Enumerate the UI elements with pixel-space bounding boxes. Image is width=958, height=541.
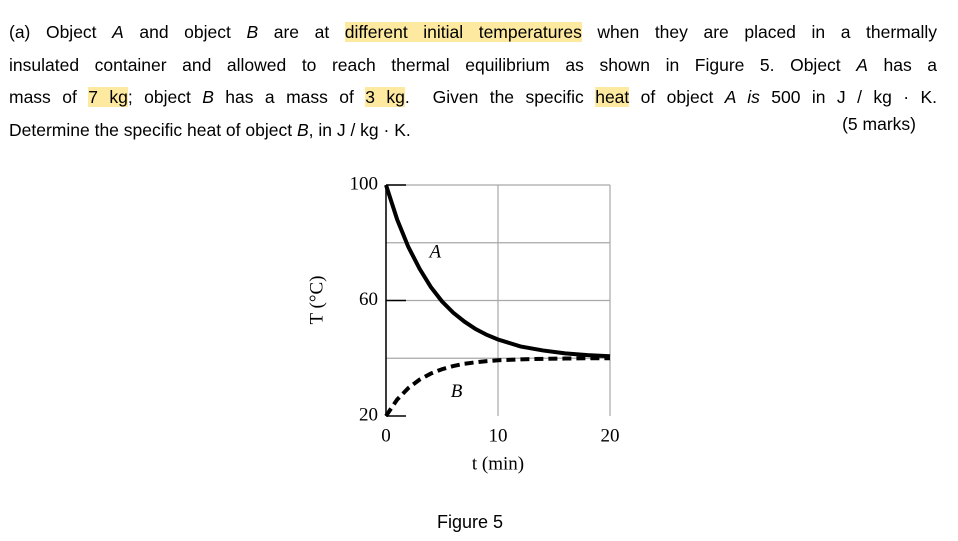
x-tick-label: 20 [601,425,620,446]
y-tick-label: 100 [350,173,379,194]
series-line [384,184,611,359]
text-run: has a mass of [213,87,366,107]
text-line: insulated container and allowed to reach… [9,49,937,82]
text-run: mass of [9,87,89,107]
y-tick-label: 20 [359,404,378,425]
text-run: insulated container and allowed to reach… [9,54,857,75]
text-run: A [112,22,124,42]
marks: (5 marks) [842,113,916,134]
x-tick-label: 0 [381,425,391,446]
text-run: of object [629,87,725,107]
text-run: A is [724,87,760,107]
text-line: mass of 7 kg; object B has a mass of 3 k… [9,81,937,114]
text-run: A [856,54,868,75]
series-line [384,356,610,418]
series-label: A [427,242,441,263]
text-run: and object [123,22,247,42]
text-run: has a [867,54,937,75]
text-run: . Given the specific [404,87,596,107]
question: (a) Object A and object B are at differe… [9,16,937,146]
question-text: (a) Object A and object B are at differe… [9,16,937,146]
text-line: Determine the specific heat of object B,… [9,114,937,147]
text-run: Determine the specific heat of object [9,119,297,140]
y-tick-label: 60 [359,289,378,310]
text-run: when they are placed in a thermally [581,22,937,42]
text-run: , in J / kg · K. [308,119,411,140]
highlighted-text: different initial temperatures [344,22,582,42]
text-run: B [246,22,259,42]
text-line: (a) Object A and object B are at differe… [9,16,937,49]
text-run: are at [258,22,345,42]
highlighted-text: heat [595,87,630,107]
text-run: ; object [127,87,203,107]
series-label: B [451,381,463,402]
x-tick-label: 10 [489,425,508,446]
x-axis-label: t (min) [472,453,524,474]
text-run: B [202,87,214,107]
y-axis-label: T (°C) [306,276,327,325]
text-run: B [296,119,309,140]
text-run: 500 in J / kg · K. [759,87,937,107]
figure-caption: Figure 5 [437,512,503,532]
text-run: (a) Object [9,22,113,42]
highlighted-text: 7 kg [88,87,128,107]
highlighted-text: 3 kg [365,87,405,107]
